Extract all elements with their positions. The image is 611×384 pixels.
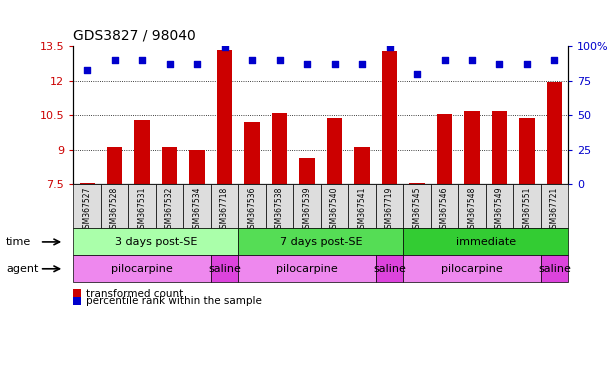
Text: saline: saline xyxy=(538,264,571,274)
Text: transformed count: transformed count xyxy=(86,289,183,299)
Bar xyxy=(519,118,535,184)
Text: saline: saline xyxy=(208,264,241,274)
Text: pilocarpine: pilocarpine xyxy=(276,264,338,274)
Point xyxy=(467,57,477,63)
Bar xyxy=(73,255,211,282)
Text: GSM367719: GSM367719 xyxy=(385,187,394,233)
Text: GSM367534: GSM367534 xyxy=(192,187,202,233)
Text: GSM367546: GSM367546 xyxy=(440,187,449,233)
Point xyxy=(302,61,312,67)
Text: immediate: immediate xyxy=(456,237,516,247)
Bar xyxy=(403,228,568,255)
Point xyxy=(522,61,532,67)
Text: GSM367551: GSM367551 xyxy=(522,187,532,233)
Bar xyxy=(464,111,480,184)
Bar xyxy=(513,184,541,228)
Point xyxy=(110,57,120,63)
Bar xyxy=(547,82,562,184)
Text: pilocarpine: pilocarpine xyxy=(441,264,503,274)
Text: GSM367549: GSM367549 xyxy=(495,187,504,233)
Text: GSM367540: GSM367540 xyxy=(330,187,339,233)
Bar xyxy=(134,120,150,184)
Bar xyxy=(348,184,376,228)
Bar xyxy=(183,184,211,228)
Point xyxy=(550,57,560,63)
Point xyxy=(82,66,92,73)
Bar xyxy=(156,184,183,228)
Bar xyxy=(238,255,376,282)
Point xyxy=(247,57,257,63)
Point xyxy=(440,57,450,63)
Point xyxy=(137,57,147,63)
Bar xyxy=(431,184,458,228)
Point xyxy=(330,61,340,67)
Bar xyxy=(486,184,513,228)
Text: pilocarpine: pilocarpine xyxy=(111,264,173,274)
Text: GSM367721: GSM367721 xyxy=(550,187,559,233)
Bar xyxy=(492,111,507,184)
Bar xyxy=(79,183,95,184)
Point xyxy=(165,61,175,67)
Text: GSM367538: GSM367538 xyxy=(275,187,284,233)
Bar xyxy=(354,147,370,184)
Text: GSM367548: GSM367548 xyxy=(467,187,477,233)
Text: GSM367536: GSM367536 xyxy=(247,187,257,233)
Bar xyxy=(541,255,568,282)
Bar xyxy=(376,184,403,228)
Text: GSM367528: GSM367528 xyxy=(110,187,119,233)
Bar xyxy=(211,184,238,228)
Text: GDS3827 / 98040: GDS3827 / 98040 xyxy=(73,28,196,42)
Bar xyxy=(107,147,122,184)
Bar xyxy=(189,150,205,184)
Text: GSM367532: GSM367532 xyxy=(165,187,174,233)
Text: GSM367539: GSM367539 xyxy=(302,187,312,233)
Bar xyxy=(403,255,541,282)
Point xyxy=(220,45,230,51)
Bar xyxy=(238,228,403,255)
Point xyxy=(495,61,505,67)
Bar xyxy=(458,184,486,228)
Bar xyxy=(272,113,287,184)
Bar xyxy=(244,122,260,184)
Text: GSM367718: GSM367718 xyxy=(220,187,229,233)
Bar xyxy=(541,184,568,228)
Text: 7 days post-SE: 7 days post-SE xyxy=(279,237,362,247)
Bar xyxy=(403,184,431,228)
Text: 3 days post-SE: 3 days post-SE xyxy=(115,237,197,247)
Point xyxy=(357,61,367,67)
Bar xyxy=(73,228,238,255)
Bar xyxy=(211,255,238,282)
Text: GSM367545: GSM367545 xyxy=(412,187,422,233)
Bar xyxy=(409,183,425,184)
Bar xyxy=(238,184,266,228)
Bar xyxy=(299,158,315,184)
Point xyxy=(385,45,395,51)
Point xyxy=(275,57,285,63)
Bar xyxy=(128,184,156,228)
Text: agent: agent xyxy=(6,264,38,274)
Text: time: time xyxy=(6,237,31,247)
Bar xyxy=(73,184,101,228)
Point xyxy=(412,71,422,77)
Text: GSM367527: GSM367527 xyxy=(82,187,92,233)
Bar xyxy=(382,51,397,184)
Bar xyxy=(101,184,128,228)
Bar xyxy=(321,184,348,228)
Bar xyxy=(266,184,293,228)
Bar xyxy=(376,255,403,282)
Bar xyxy=(437,114,452,184)
Bar xyxy=(162,147,177,184)
Text: GSM367531: GSM367531 xyxy=(137,187,147,233)
Bar xyxy=(293,184,321,228)
Text: GSM367541: GSM367541 xyxy=(357,187,367,233)
Bar xyxy=(217,50,232,184)
Text: percentile rank within the sample: percentile rank within the sample xyxy=(86,296,262,306)
Point xyxy=(192,61,202,67)
Bar xyxy=(327,118,342,184)
Text: saline: saline xyxy=(373,264,406,274)
